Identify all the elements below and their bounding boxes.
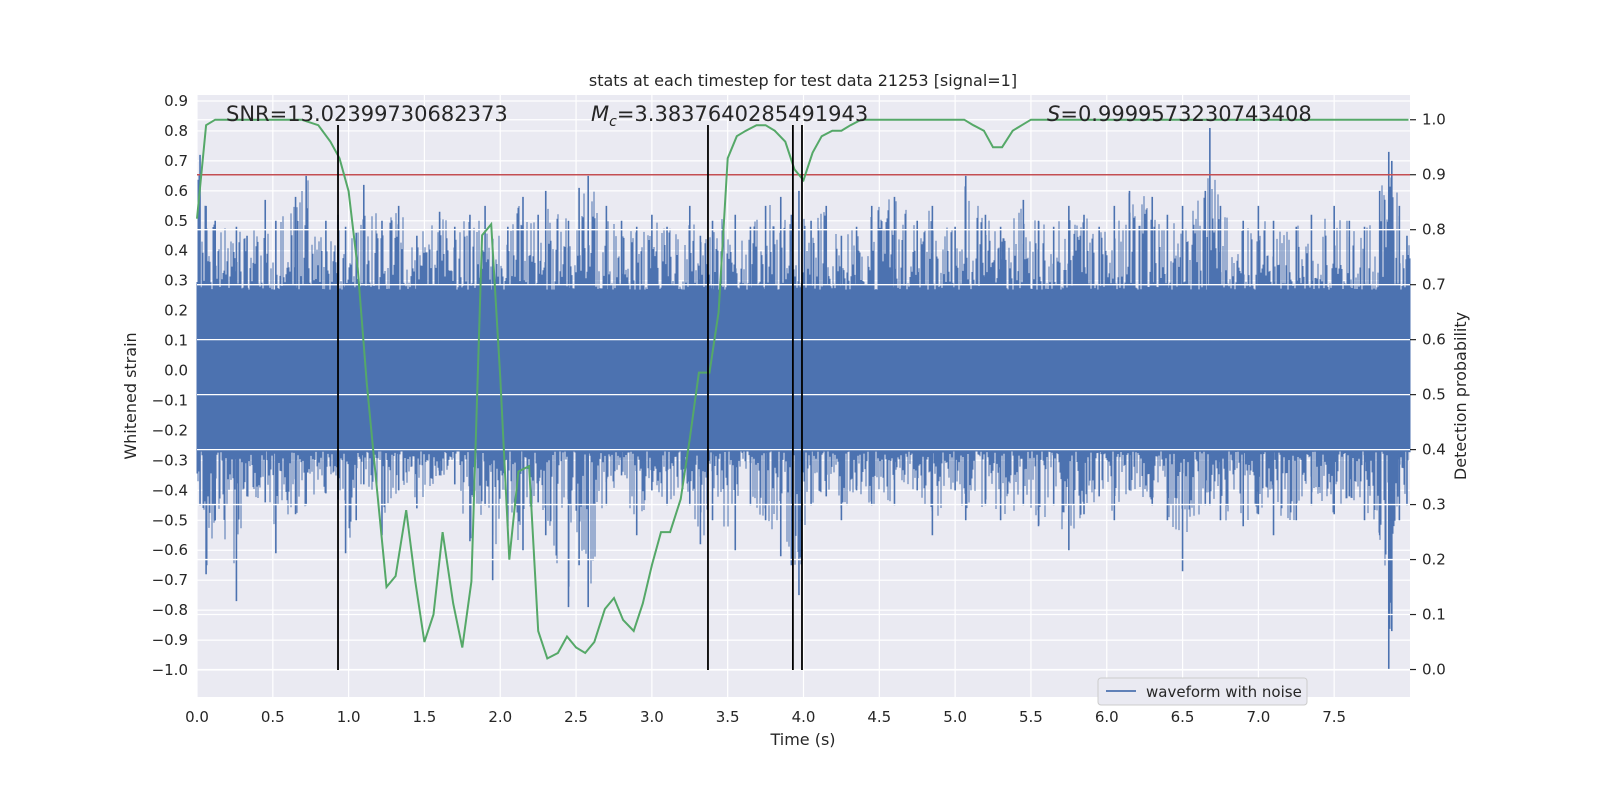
y-tick-label: 0.9 xyxy=(164,92,188,110)
x-tick-label: 4.5 xyxy=(867,708,891,726)
y2-tick-label: 0.5 xyxy=(1422,386,1446,404)
x-tick-label: 7.5 xyxy=(1322,708,1346,726)
legend-label-waveform: waveform with noise xyxy=(1146,683,1302,701)
y-tick-label: 0.6 xyxy=(164,182,188,200)
y-tick-label: −0.1 xyxy=(152,391,188,409)
detection-probability-series xyxy=(196,118,1409,660)
legend: waveform with noise xyxy=(1097,677,1308,706)
x-tick-label: 3.5 xyxy=(716,708,740,726)
y-tick-label: −0.8 xyxy=(152,601,188,619)
y-tick-label: −0.9 xyxy=(152,631,188,649)
y2-tick-label: 0.7 xyxy=(1422,276,1446,294)
y2-axis-label: Detection probability xyxy=(1451,312,1470,480)
y-tick-label: −0.5 xyxy=(152,511,188,529)
x-tick-label: 2.5 xyxy=(564,708,588,726)
chart-title: stats at each timestep for test data 212… xyxy=(589,71,1017,90)
y-tick-label: −0.3 xyxy=(152,451,188,469)
x-tick-label: 1.5 xyxy=(413,708,437,726)
x-tick-label: 0.0 xyxy=(185,708,209,726)
snr-annotation: SNR=13.02399730682373 xyxy=(226,102,508,126)
y-tick-label: 0.7 xyxy=(164,152,188,170)
y-axis-label: Whitened strain xyxy=(121,332,140,459)
annotations: SNR=13.02399730682373 Mc=3.3837640285491… xyxy=(226,102,1312,130)
x-tick-label: 3.0 xyxy=(640,708,664,726)
y-tick-label: 0.0 xyxy=(164,362,188,380)
waveform-series xyxy=(196,127,1411,671)
y2-tick-label: 0.4 xyxy=(1422,441,1446,459)
y-tick-label: −1.0 xyxy=(152,661,188,679)
detection-probability-line xyxy=(196,118,1409,660)
y-tick-label: −0.7 xyxy=(152,571,188,589)
y2-tick-label: 0.6 xyxy=(1422,331,1446,349)
x-tick-label: 6.5 xyxy=(1171,708,1195,726)
chirp-mass-annotation: Mc=3.3837640285491943 xyxy=(591,102,868,130)
y2-tick-label: 0.2 xyxy=(1422,551,1446,569)
x-tick-label: 5.0 xyxy=(943,708,967,726)
y2-tick-label: 0.3 xyxy=(1422,496,1446,514)
x-tick-label: 6.0 xyxy=(1095,708,1119,726)
legend-box xyxy=(1097,677,1308,706)
y-tick-label: 0.2 xyxy=(164,302,188,320)
y-tick-label: −0.6 xyxy=(152,541,188,559)
y2-tick-label: 0.8 xyxy=(1422,221,1446,239)
detection-score-annotation: S=0.9999573230743408 xyxy=(1047,102,1312,126)
x-tick-label: 2.0 xyxy=(488,708,512,726)
y-tick-label: 0.5 xyxy=(164,212,188,230)
y2-tick-label: 0.1 xyxy=(1422,606,1446,624)
y-tick-label: 0.1 xyxy=(164,332,188,350)
y2-tick-label: 0.9 xyxy=(1422,166,1446,184)
y2-tick-label: 0.0 xyxy=(1422,661,1446,679)
band-gridlines xyxy=(197,119,1410,671)
y-tick-label: −0.4 xyxy=(152,481,188,499)
y-tick-label: 0.3 xyxy=(164,272,188,290)
axes: 0.0 0.5 1.0 1.5 2.0 2.5 3.0 3.5 4.0 4.5 5.0 5.5 6.0 6… xyxy=(152,92,1446,726)
x-tick-label: 0.5 xyxy=(261,708,285,726)
y2-tick-label: 1.0 xyxy=(1422,111,1446,129)
x-tick-label: 1.0 xyxy=(337,708,361,726)
x-tick-label: 5.5 xyxy=(1019,708,1043,726)
y-tick-label: −0.2 xyxy=(152,421,188,439)
y-tick-label: 0.8 xyxy=(164,122,188,140)
x-tick-label: 4.0 xyxy=(792,708,816,726)
marker-lines xyxy=(337,124,803,671)
x-tick-label: 7.0 xyxy=(1246,708,1270,726)
x-axis-label: Time (s) xyxy=(769,730,835,749)
y-tick-label: 0.4 xyxy=(164,242,188,260)
